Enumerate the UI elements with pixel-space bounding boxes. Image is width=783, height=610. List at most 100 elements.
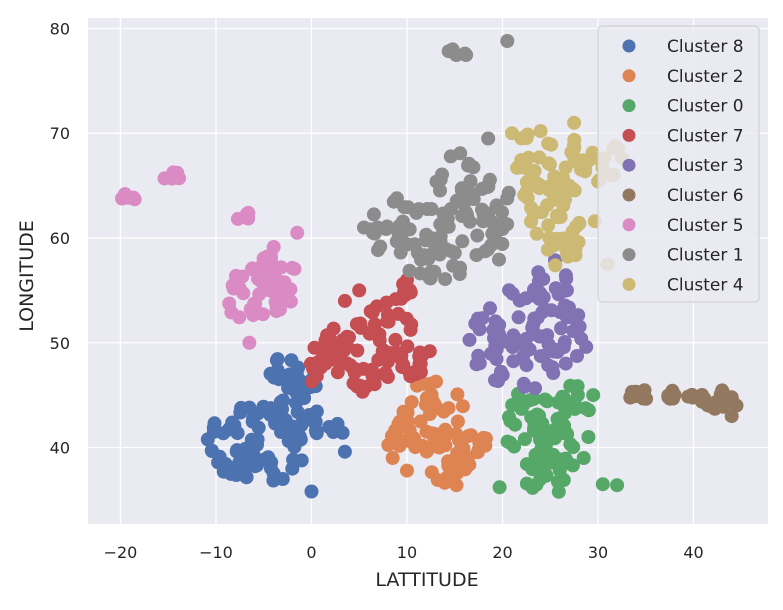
- data-point: [570, 388, 585, 402]
- data-point: [481, 131, 496, 146]
- legend-label: Cluster 8: [667, 37, 744, 57]
- data-point: [403, 369, 418, 384]
- data-point: [525, 480, 540, 495]
- data-point: [483, 301, 497, 316]
- data-point: [380, 354, 395, 369]
- data-point: [307, 340, 322, 355]
- legend-marker: [622, 277, 636, 291]
- data-point: [519, 358, 534, 373]
- x-tick-label: −20: [104, 543, 138, 562]
- data-point: [230, 211, 245, 226]
- data-point: [380, 307, 395, 322]
- x-tick-label: 20: [492, 543, 512, 562]
- data-point: [558, 231, 573, 246]
- data-point: [522, 342, 537, 357]
- data-point: [386, 194, 401, 209]
- data-point: [538, 467, 553, 482]
- data-point: [388, 332, 403, 347]
- data-point: [304, 374, 319, 389]
- data-point: [410, 245, 425, 260]
- data-point: [337, 444, 352, 459]
- data-point: [230, 443, 244, 458]
- data-point: [449, 426, 464, 441]
- data-point: [532, 329, 547, 344]
- data-point: [389, 234, 404, 249]
- data-point: [567, 183, 582, 198]
- data-point: [449, 478, 464, 493]
- data-point: [443, 149, 458, 164]
- data-point: [257, 278, 272, 293]
- data-point: [548, 281, 563, 296]
- legend-marker: [622, 218, 636, 232]
- x-tick-labels: −20 −10 0 10 20 30 40: [104, 543, 704, 562]
- data-point: [270, 363, 285, 378]
- data-point: [495, 205, 509, 220]
- data-point: [438, 422, 453, 437]
- data-point: [536, 456, 551, 471]
- series-cluster-2: [381, 374, 493, 493]
- x-tick-label: 40: [683, 543, 703, 562]
- data-point: [223, 466, 238, 481]
- data-point: [450, 466, 464, 481]
- data-point: [505, 126, 519, 141]
- data-point: [402, 263, 417, 278]
- data-point: [489, 342, 504, 357]
- data-point: [357, 220, 371, 235]
- data-point: [394, 291, 409, 306]
- data-point: [506, 328, 521, 343]
- data-point: [225, 278, 240, 293]
- data-point: [337, 343, 352, 357]
- data-point: [486, 224, 501, 239]
- data-point: [595, 477, 610, 492]
- data-point: [284, 426, 299, 441]
- data-point: [478, 431, 493, 446]
- data-point: [534, 205, 549, 220]
- data-point: [380, 219, 395, 234]
- data-point: [551, 484, 566, 499]
- data-point: [536, 424, 551, 439]
- legend: Cluster 8 Cluster 2 Cluster 0 Cluster 7 Clus…: [597, 25, 760, 303]
- data-point: [566, 440, 581, 455]
- data-point: [546, 366, 561, 380]
- data-point: [532, 150, 547, 165]
- x-tick-label: 0: [306, 543, 316, 562]
- data-point: [542, 157, 557, 172]
- data-point: [291, 360, 306, 375]
- data-point: [461, 158, 476, 173]
- data-point: [576, 451, 591, 465]
- data-point: [462, 332, 477, 347]
- data-point: [549, 208, 564, 223]
- data-point: [554, 321, 568, 336]
- data-point: [334, 354, 349, 369]
- data-point: [567, 138, 581, 153]
- y-tick-label: 40: [50, 439, 70, 458]
- data-point: [579, 339, 594, 354]
- data-point: [540, 394, 555, 409]
- data-point: [419, 390, 434, 405]
- data-point: [570, 349, 584, 363]
- x-tick-label: −10: [199, 543, 233, 562]
- data-point: [422, 407, 437, 421]
- data-point: [569, 219, 583, 234]
- data-point: [500, 191, 515, 206]
- data-point: [349, 317, 364, 332]
- data-point: [531, 265, 546, 280]
- data-point: [437, 475, 452, 490]
- data-point: [724, 409, 739, 424]
- data-point: [286, 452, 301, 467]
- data-point: [436, 404, 451, 419]
- data-point: [411, 202, 426, 217]
- data-point: [352, 378, 367, 393]
- data-point: [400, 463, 414, 478]
- legend-label: Cluster 1: [667, 246, 744, 266]
- data-point: [455, 399, 470, 414]
- data-point: [367, 377, 382, 392]
- data-point: [415, 348, 429, 363]
- data-point: [365, 305, 380, 320]
- data-point: [487, 331, 501, 346]
- data-point: [275, 472, 290, 486]
- data-point: [450, 414, 465, 429]
- data-point: [444, 202, 458, 216]
- series-cluster-6: [623, 383, 744, 424]
